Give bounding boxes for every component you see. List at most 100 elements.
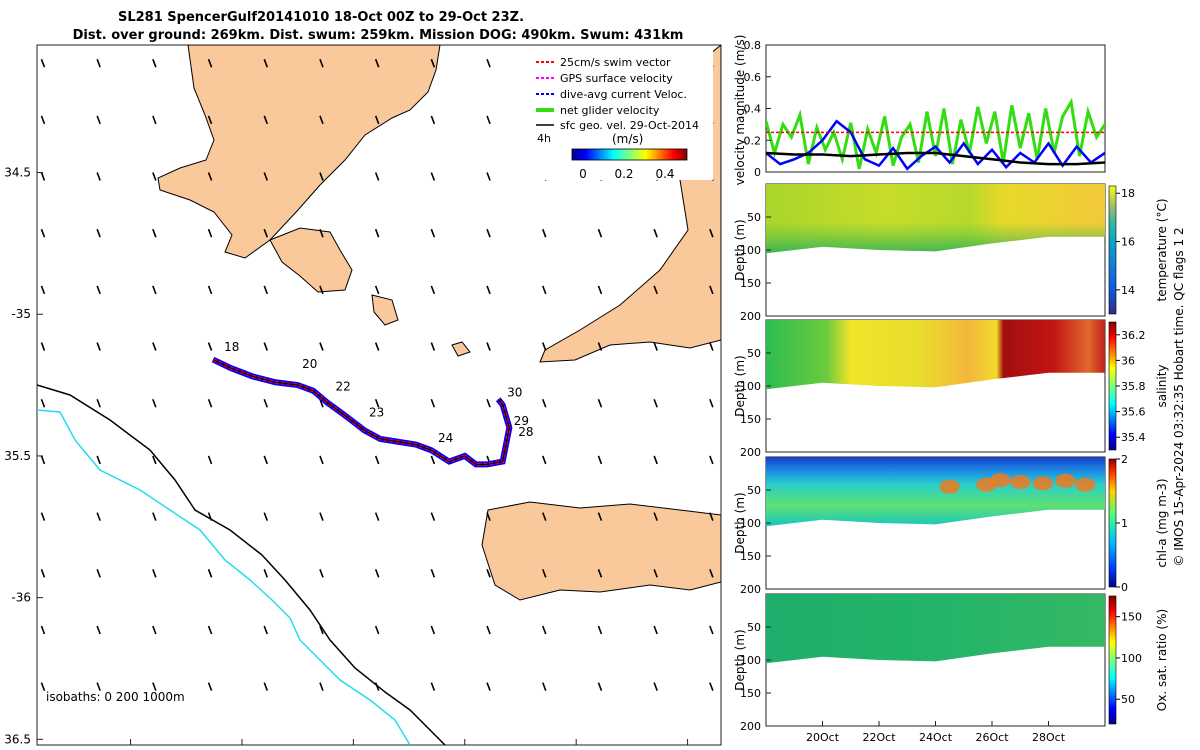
current-arrow xyxy=(542,625,547,635)
velocity-y-tick-label: 0.4 xyxy=(744,103,762,116)
current-arrow xyxy=(709,455,714,465)
velocity-series xyxy=(766,97,1105,171)
current-arrow xyxy=(263,455,269,465)
current-arrow xyxy=(207,398,213,408)
current-arrow xyxy=(40,682,46,691)
day-label: 22 xyxy=(336,380,351,394)
section-colorbar xyxy=(1108,595,1117,725)
section-y-tick-label: 150 xyxy=(740,687,761,700)
colorbar-tick-label: 35.4 xyxy=(1121,431,1146,444)
velocity-ylabel: velocity magnitude (m/s) xyxy=(733,35,747,186)
current-arrow xyxy=(653,342,658,351)
current-arrow xyxy=(374,228,380,238)
current-arrow xyxy=(486,625,491,635)
current-arrow xyxy=(40,115,46,125)
section-colorbar xyxy=(1108,321,1117,451)
colorbar-tick-label: 50 xyxy=(1121,693,1135,706)
day-label: 18 xyxy=(224,340,239,354)
current-arrow xyxy=(40,398,46,408)
current-arrow xyxy=(597,342,603,351)
current-arrow xyxy=(374,569,380,578)
current-arrow xyxy=(263,58,269,68)
section-y-tick-label: 150 xyxy=(740,413,761,426)
current-arrow xyxy=(542,285,547,295)
current-arrow xyxy=(542,682,547,691)
current-arrow xyxy=(653,285,658,295)
colorbar-tick-label: 16 xyxy=(1121,236,1135,249)
current-arrow xyxy=(96,172,101,181)
current-arrow xyxy=(486,569,491,578)
chl-bloom-patch xyxy=(1010,475,1031,490)
current-arrow xyxy=(152,228,157,238)
time-axis: 20Oct 22Oct 24Oct 26Oct 28Oct xyxy=(806,721,1066,744)
time-tick-label: 22Oct xyxy=(862,731,896,744)
current-arrow xyxy=(319,172,324,181)
land-yorke-south xyxy=(269,227,353,293)
current-arrow xyxy=(263,569,269,578)
side-credit: © IMOS 15-Apr-2024 03:32:35 Hobart time.… xyxy=(1172,227,1186,566)
colorbar-tick-label: 0 xyxy=(1121,581,1128,594)
section-ylabel: Depth (m) xyxy=(733,355,747,416)
current-arrow xyxy=(207,115,213,125)
current-arrow xyxy=(374,342,380,351)
section-data-fill xyxy=(766,320,1105,390)
section-y-tick-label: 50 xyxy=(747,211,761,224)
current-arrow xyxy=(374,682,380,691)
day-label: 23 xyxy=(369,405,384,419)
current-arrow xyxy=(96,285,101,295)
current-arrow xyxy=(430,682,436,691)
colorbar-tick-label: 150 xyxy=(1121,611,1142,624)
current-arrow xyxy=(96,682,101,691)
current-arrow xyxy=(96,398,101,408)
current-arrow xyxy=(40,228,46,238)
current-arrow xyxy=(374,58,380,68)
section-colorbar xyxy=(1108,458,1117,588)
velocity-y-tick-label: 0 xyxy=(754,166,761,179)
colorbar-tick-label: 1 xyxy=(1121,517,1128,530)
current-arrow xyxy=(96,228,101,238)
current-arrow xyxy=(152,58,157,68)
current-arrow xyxy=(207,342,213,351)
colorbar-label: Ox. sat. ratio (%) xyxy=(1155,609,1169,711)
current-arrow xyxy=(96,512,101,521)
current-arrow xyxy=(542,342,547,351)
current-arrow xyxy=(40,172,46,181)
current-arrow xyxy=(207,512,213,521)
current-arrow xyxy=(542,569,547,578)
current-arrow xyxy=(709,512,714,521)
current-arrow xyxy=(207,285,213,295)
section-y-tick-label: 100 xyxy=(740,380,761,393)
map-y-ticks: 34.5 -35 35.5 -36 36.5 xyxy=(4,166,43,746)
section-ylabel: Depth (m) xyxy=(733,492,747,553)
colorbar-tick-label: 100 xyxy=(1121,652,1142,665)
land-kangaroo-island xyxy=(481,501,721,601)
current-arrow xyxy=(709,285,714,295)
velocity-y-ticks: 0 0.2 0.4 0.6 0.8 xyxy=(744,39,771,179)
current-arrow xyxy=(207,58,213,68)
current-arrow xyxy=(319,58,324,68)
velocity-series-sfc-geo-vel- xyxy=(766,151,1105,166)
current-arrow xyxy=(374,455,380,465)
current-arrow xyxy=(207,228,213,238)
current-arrow xyxy=(430,115,436,125)
velocity-series-dive-avg-current xyxy=(766,119,1105,171)
section-panel-temperature: 50 100 150 200 Depth (m) 14 16 18 temperature (°… xyxy=(733,183,1169,323)
current-arrow xyxy=(597,398,603,408)
title-line-1: SL281 SpencerGulf20141010 18-Oct 00Z to … xyxy=(118,10,524,25)
velocity-y-tick-label: 0.6 xyxy=(744,71,762,84)
map-y-tick-label: -36 xyxy=(11,591,31,605)
current-arrow xyxy=(374,512,380,521)
current-arrow xyxy=(486,58,491,68)
current-arrow xyxy=(319,625,324,635)
current-arrow xyxy=(486,228,491,238)
velocity-y-tick-label: 0.8 xyxy=(744,39,762,52)
section-y-tick-label: 50 xyxy=(747,621,761,634)
current-arrow xyxy=(263,682,269,691)
current-arrow xyxy=(319,228,324,238)
legend-gps: GPS surface velocity xyxy=(560,72,673,85)
map-y-tick-label: 35.5 xyxy=(4,449,31,463)
velocity-y-tick-label: 0.2 xyxy=(744,134,762,147)
current-arrow xyxy=(709,569,714,578)
current-arrow xyxy=(430,569,436,578)
